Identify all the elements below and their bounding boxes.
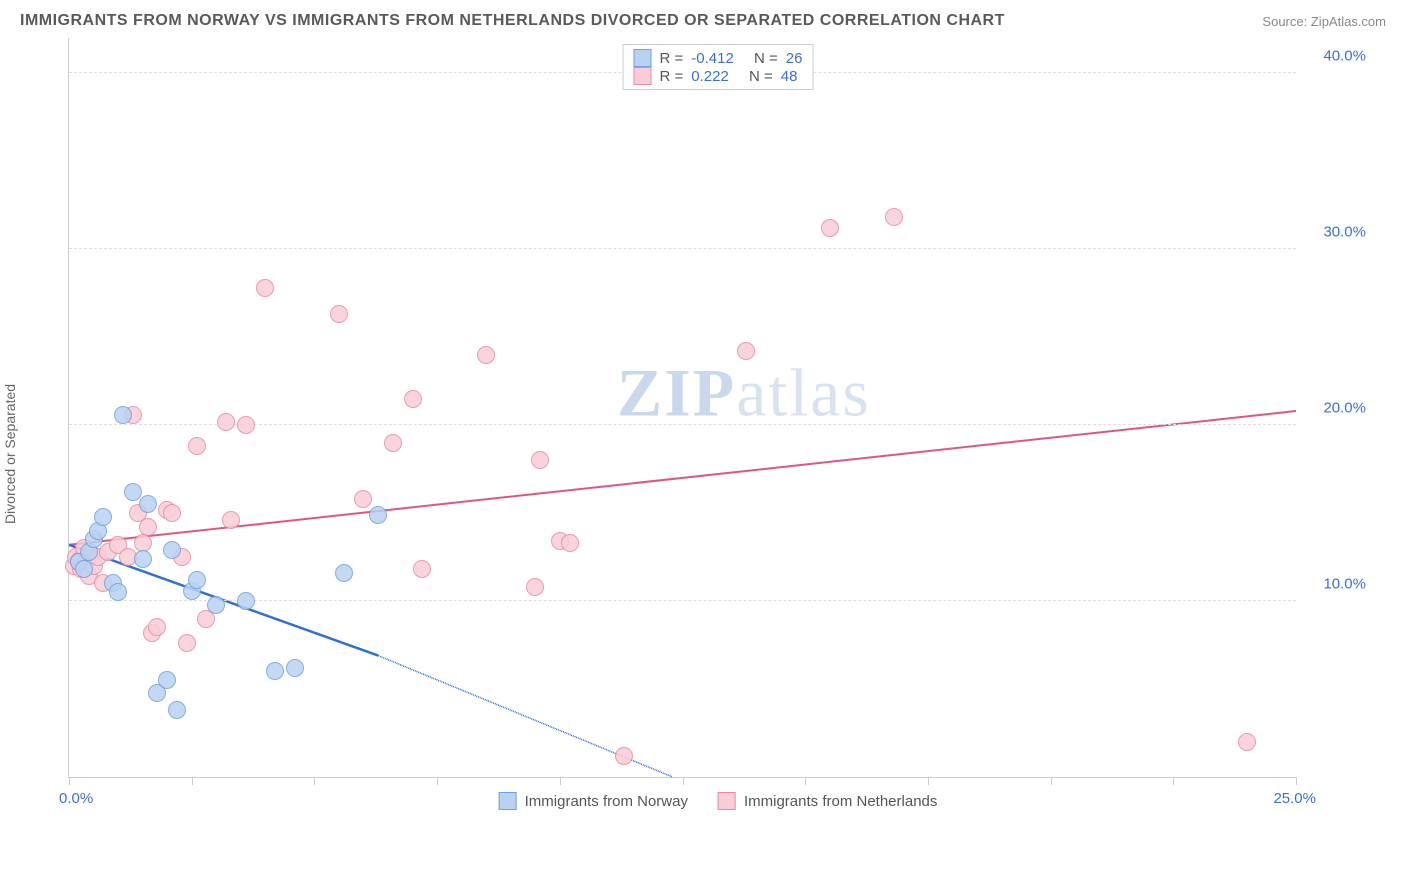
data-point xyxy=(237,592,255,610)
x-tick xyxy=(314,777,315,785)
data-point xyxy=(188,437,206,455)
data-point xyxy=(148,618,166,636)
swatch-norway-icon xyxy=(499,792,517,810)
chart-container: ZIPatlas 10.0%20.0%30.0%40.0%0.0%25.0% R… xyxy=(50,38,1386,838)
data-point xyxy=(561,534,579,552)
x-tick xyxy=(805,777,806,785)
data-point xyxy=(256,279,274,297)
y-tick-label: 20.0% xyxy=(1323,400,1366,417)
data-point xyxy=(178,634,196,652)
r-value-norway: -0.412 xyxy=(691,50,734,67)
y-tick-label: 30.0% xyxy=(1323,224,1366,241)
n-value-norway: 26 xyxy=(786,50,803,67)
watermark: ZIPatlas xyxy=(617,353,871,432)
data-point xyxy=(615,747,633,765)
x-tick xyxy=(1051,777,1052,785)
data-point xyxy=(134,550,152,568)
x-tick xyxy=(1296,777,1297,785)
legend-row-netherlands: R = 0.222 N = 48 xyxy=(634,67,803,85)
y-tick-label: 10.0% xyxy=(1323,576,1366,593)
n-value-netherlands: 48 xyxy=(781,68,798,85)
data-point xyxy=(139,518,157,536)
data-point xyxy=(369,506,387,524)
page-title: IMMIGRANTS FROM NORWAY VS IMMIGRANTS FRO… xyxy=(20,12,1005,30)
swatch-netherlands xyxy=(634,67,652,85)
data-point xyxy=(75,560,93,578)
legend-item-norway: Immigrants from Norway xyxy=(499,792,688,810)
x-tick xyxy=(437,777,438,785)
series-legend: Immigrants from Norway Immigrants from N… xyxy=(499,792,938,810)
correlation-legend: R = -0.412 N = 26 R = 0.222 N = 48 xyxy=(623,44,814,90)
data-point xyxy=(222,511,240,529)
data-point xyxy=(114,406,132,424)
x-tick-label: 25.0% xyxy=(1273,790,1316,807)
r-value-netherlands: 0.222 xyxy=(691,68,729,85)
gridline xyxy=(69,248,1296,249)
data-point xyxy=(1238,733,1256,751)
data-point xyxy=(109,583,127,601)
data-point xyxy=(354,490,372,508)
data-point xyxy=(158,671,176,689)
data-point xyxy=(163,541,181,559)
data-point xyxy=(531,451,549,469)
source-link[interactable]: ZipAtlas.com xyxy=(1311,14,1386,29)
data-point xyxy=(266,662,284,680)
data-point xyxy=(526,578,544,596)
trend-lines xyxy=(69,38,1296,777)
data-point xyxy=(821,219,839,237)
legend-row-norway: R = -0.412 N = 26 xyxy=(634,49,803,67)
x-tick xyxy=(69,777,70,785)
data-point xyxy=(168,701,186,719)
y-axis-label: Divorced or Separated xyxy=(2,384,18,524)
data-point xyxy=(477,346,495,364)
data-point xyxy=(737,342,755,360)
plot-area: ZIPatlas 10.0%20.0%30.0%40.0%0.0%25.0% xyxy=(68,38,1296,778)
legend-item-netherlands: Immigrants from Netherlands xyxy=(718,792,937,810)
data-point xyxy=(384,434,402,452)
x-tick-label: 0.0% xyxy=(59,790,93,807)
swatch-netherlands-icon xyxy=(718,792,736,810)
data-point xyxy=(207,596,225,614)
data-point xyxy=(188,571,206,589)
x-tick xyxy=(928,777,929,785)
data-point xyxy=(163,504,181,522)
data-point xyxy=(885,208,903,226)
data-point xyxy=(237,416,255,434)
data-point xyxy=(139,495,157,513)
data-point xyxy=(94,508,112,526)
data-point xyxy=(330,305,348,323)
x-tick xyxy=(192,777,193,785)
x-tick xyxy=(1173,777,1174,785)
x-tick xyxy=(683,777,684,785)
data-point xyxy=(335,564,353,582)
x-tick xyxy=(560,777,561,785)
data-point xyxy=(286,659,304,677)
y-tick-label: 40.0% xyxy=(1323,48,1366,65)
source-credit: Source: ZipAtlas.com xyxy=(1262,14,1386,29)
data-point xyxy=(217,413,235,431)
data-point xyxy=(404,390,422,408)
swatch-norway xyxy=(634,49,652,67)
data-point xyxy=(413,560,431,578)
